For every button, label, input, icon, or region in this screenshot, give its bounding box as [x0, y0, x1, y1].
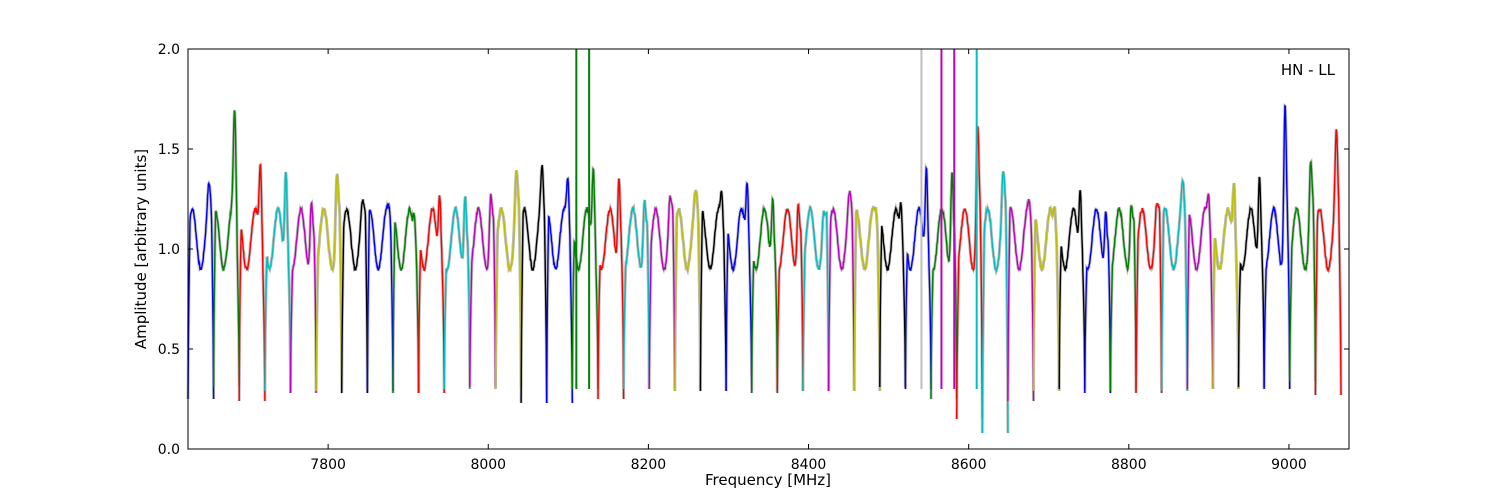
y-tick-label: 0.5 [158, 342, 180, 358]
annotation-label: HN - LL [1281, 61, 1336, 79]
channel-curve [443, 196, 471, 390]
channel-curve [1263, 104, 1291, 390]
channel-curve [212, 110, 240, 388]
channel-curve [392, 205, 420, 394]
y-tick-label: 1.5 [158, 142, 180, 158]
channel-curve [751, 196, 778, 394]
channel-curve [1135, 203, 1163, 394]
x-tick-label: 8400 [791, 457, 827, 473]
channel-curve [1109, 205, 1137, 392]
plot-background [188, 49, 1349, 449]
spike-layer [575, 49, 978, 389]
y-axis-ticks: 0.0 0.5 1.0 1.5 2.0 [158, 42, 1349, 458]
x-axis-label: Frequency [MHz] [705, 471, 831, 489]
channel-curve [1289, 160, 1317, 382]
channel-curve [648, 195, 676, 390]
channel-curve [904, 165, 932, 390]
channel-curve [187, 181, 215, 400]
x-tick-label: 7800 [310, 457, 346, 473]
x-axis-ticks: 7800 8000 8200 8400 8600 8800 9000 [310, 49, 1307, 473]
channel-curve [289, 201, 317, 394]
channel-curve [264, 171, 292, 392]
channel-curve [341, 199, 369, 394]
y-tick-label: 2.0 [158, 42, 180, 58]
channel-curve [1237, 176, 1265, 388]
x-tick-label: 8800 [1111, 457, 1147, 473]
channel-curve [1007, 198, 1035, 402]
channel-curve [494, 170, 522, 390]
channel-curve [238, 163, 266, 402]
x-tick-label: 8000 [470, 457, 506, 473]
channel-curve [981, 171, 1009, 434]
channel-curve [879, 202, 907, 388]
channel-curve [1186, 193, 1214, 390]
channel-curve [546, 177, 573, 404]
channel-curve [366, 202, 394, 392]
x-tick-label: 8600 [951, 457, 987, 473]
channel-curve [725, 181, 753, 392]
channel-curve [699, 190, 727, 392]
channel-curve [315, 173, 343, 392]
channel-curve [417, 195, 445, 394]
channel-curve [776, 203, 804, 392]
channel-curve [597, 178, 625, 400]
x-tick-label: 9000 [1271, 457, 1307, 473]
channel-curve [853, 206, 881, 392]
channel-curve [930, 172, 958, 400]
channel-curve [1084, 208, 1112, 394]
channel-curve [827, 190, 855, 392]
channel-curve [1160, 178, 1188, 392]
channel-curve [674, 189, 702, 392]
channel-curve [469, 193, 497, 388]
channel-curve [1212, 182, 1240, 390]
y-axis-label: Amplitude [arbitrary units] [132, 149, 150, 349]
channel-curve [1314, 129, 1342, 396]
channel-curve [520, 164, 548, 404]
channel-curve [622, 199, 650, 390]
y-tick-label: 0.0 [158, 442, 180, 458]
channel-curve [1032, 206, 1060, 392]
channel-curve [802, 205, 830, 392]
channel-curve [1058, 190, 1086, 390]
y-tick-label: 1.0 [158, 242, 180, 258]
x-tick-label: 8200 [631, 457, 667, 473]
channel-curve [956, 125, 983, 420]
